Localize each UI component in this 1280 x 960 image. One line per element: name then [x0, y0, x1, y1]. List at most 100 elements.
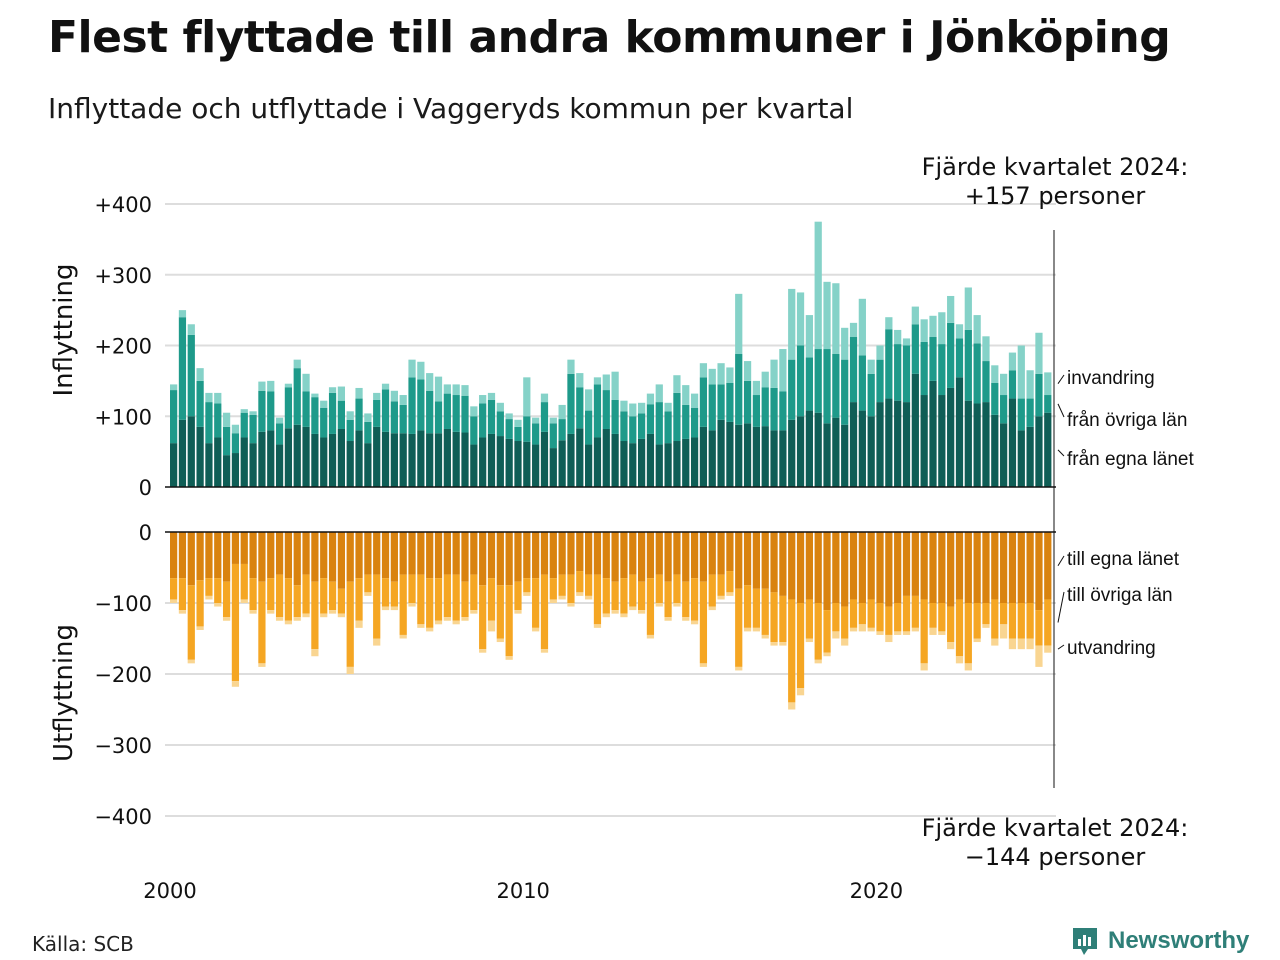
bar-inflow-immigration [788, 288, 796, 360]
bar-inflow-immigration [708, 368, 716, 385]
bar-outflow-emigration [320, 613, 328, 618]
bar-outflow-emigration [417, 624, 425, 628]
bar-inflow-own-county [655, 444, 663, 487]
bar-outflow-own-county [593, 532, 602, 575]
bar-inflow-own-county [1035, 416, 1043, 487]
bar-outflow-other-counties [214, 578, 222, 603]
bar-inflow-immigration [346, 411, 354, 420]
bar-inflow-other-counties [770, 387, 778, 431]
bar-inflow-other-counties [514, 426, 522, 442]
bar-inflow-immigration [902, 338, 911, 346]
bar-outflow-emigration [443, 617, 451, 621]
bar-inflow-other-counties [655, 402, 663, 445]
bar-outflow-other-counties [284, 578, 293, 621]
bar-outflow-emigration [452, 620, 460, 625]
bar-outflow-own-county [841, 532, 849, 607]
bar-outflow-other-counties [938, 603, 946, 632]
bar-outflow-other-counties [1044, 599, 1052, 646]
bar-inflow-other-counties [487, 399, 496, 434]
bar-inflow-other-counties [867, 373, 875, 417]
bar-outflow-emigration [275, 617, 284, 621]
bar-outflow-other-counties [381, 578, 390, 607]
bar-outflow-emigration [1035, 645, 1043, 667]
bar-outflow-own-county [805, 532, 813, 600]
bar-inflow-other-counties [258, 390, 266, 432]
bar-outflow-emigration [381, 606, 390, 611]
bar-outflow-own-county [911, 532, 919, 596]
y-tick-label: 0 [139, 521, 152, 545]
bar-outflow-other-counties [258, 581, 266, 664]
bar-outflow-emigration [328, 610, 337, 614]
bar-outflow-own-county [452, 532, 460, 575]
bar-outflow-emigration [664, 617, 672, 621]
bar-inflow-own-county [726, 421, 734, 487]
bar-inflow-other-counties [496, 411, 504, 437]
bar-inflow-own-county [523, 441, 531, 487]
bar-outflow-own-county [399, 532, 407, 575]
bar-inflow-immigration [752, 380, 761, 396]
y-axis-label-inflow: Inflyttning [49, 264, 79, 397]
bar-inflow-own-county [823, 423, 831, 487]
bar-outflow-own-county [920, 532, 928, 600]
bar-outflow-other-counties [858, 603, 866, 625]
bar-outflow-own-county [187, 532, 195, 586]
bar-inflow-other-counties [470, 416, 478, 445]
y-tick-label: +200 [94, 335, 152, 359]
bar-inflow-own-county [788, 419, 796, 487]
bar-inflow-other-counties [576, 387, 584, 429]
bar-outflow-emigration [549, 599, 557, 603]
bar-outflow-own-county [479, 532, 487, 586]
bar-inflow-immigration [1008, 352, 1017, 371]
bar-outflow-other-counties [611, 581, 619, 611]
bar-inflow-other-counties [320, 407, 328, 438]
bar-inflow-own-county [337, 428, 345, 487]
bar-inflow-own-county [222, 455, 231, 487]
bar-outflow-own-county [964, 532, 972, 603]
bar-inflow-own-county [611, 433, 619, 487]
bar-outflow-other-counties [982, 603, 990, 625]
bar-inflow-own-county [938, 395, 946, 487]
bar-inflow-own-county [417, 430, 425, 487]
bar-outflow-other-counties [505, 585, 513, 657]
series-label-inflow: från övriga län [1067, 410, 1187, 431]
bar-inflow-immigration [470, 406, 478, 417]
bar-inflow-immigration [399, 395, 407, 405]
y-tick-label: +300 [94, 264, 152, 288]
bar-outflow-other-counties [902, 595, 911, 632]
bar-outflow-emigration [178, 610, 187, 614]
y-tick-label: 0 [139, 476, 152, 500]
bar-inflow-immigration [302, 373, 310, 392]
series-labels: från egna länet från övriga län invandring… [1057, 368, 1194, 659]
bar-inflow-own-county [532, 444, 540, 487]
bar-outflow-other-counties [1035, 610, 1043, 646]
series-label-outflow: till egna länet [1067, 549, 1180, 570]
brand: Newsworthy [1070, 925, 1249, 957]
bar-inflow-immigration [832, 283, 840, 354]
bar-outflow-emigration [805, 638, 813, 643]
bar-inflow-own-county [620, 441, 628, 487]
bar-outflow-emigration [373, 638, 381, 646]
bar-outflow-other-counties [1026, 603, 1034, 639]
bar-outflow-own-county [523, 532, 531, 579]
bar-outflow-other-counties [249, 578, 257, 611]
migration-chart: +400 +300 +200 +100 0 0 −100 −200 −300 −400 2000 20… [49, 153, 1194, 903]
bar-outflow-emigration [699, 663, 708, 667]
bar-inflow-own-county [187, 416, 195, 487]
bar-outflow-own-county [982, 532, 990, 603]
bar-inflow-immigration [170, 384, 178, 391]
bar-inflow-immigration [187, 324, 195, 335]
bar-outflow-other-counties [231, 563, 240, 682]
bar-inflow-other-counties [788, 359, 796, 420]
bar-outflow-emigration [558, 595, 566, 600]
bar-inflow-own-county [496, 436, 504, 487]
bar-inflow-own-county [805, 410, 813, 487]
bar-inflow-own-county [346, 441, 354, 487]
bar-inflow-other-counties [417, 379, 425, 431]
bar-outflow-emigration [364, 592, 372, 596]
bar-outflow-emigration [894, 631, 902, 635]
bar-outflow-other-counties [355, 578, 363, 621]
bar-outflow-emigration [196, 626, 204, 630]
bar-outflow-own-county [929, 532, 937, 603]
bar-inflow-other-counties [726, 382, 734, 422]
bar-inflow-other-counties [549, 423, 557, 449]
